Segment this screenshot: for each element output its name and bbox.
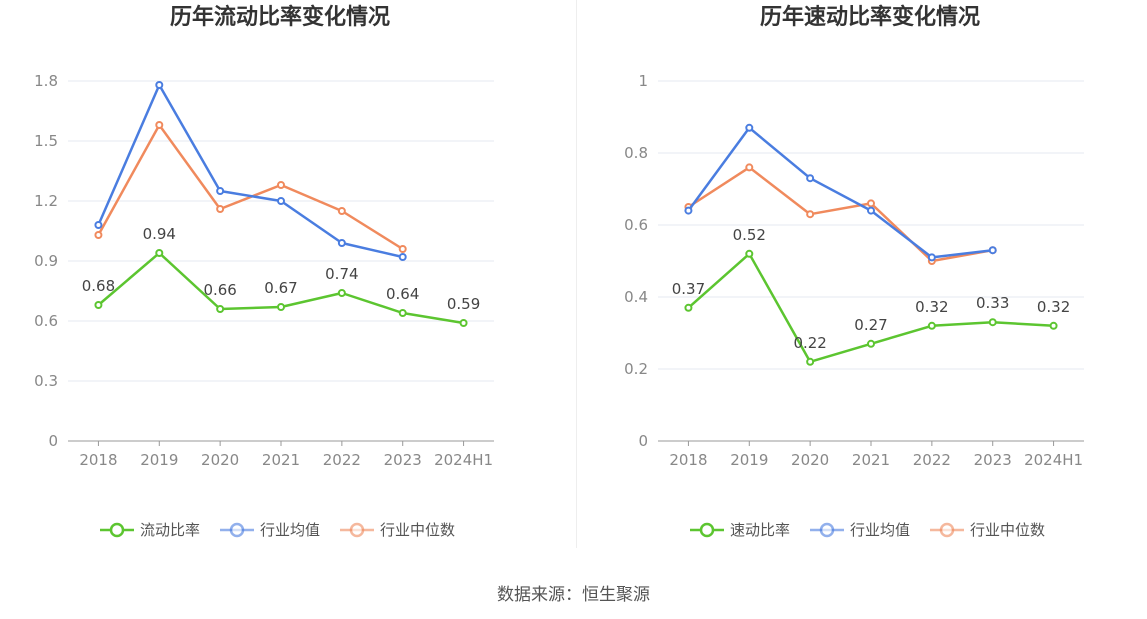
chart-1-ytick-label: 0.9 [34,252,58,270]
chart-2-series-2-point [867,206,875,215]
chart-1-series-2-point [337,239,346,247]
chart-2-data-label: 0.32 [1037,298,1070,316]
chart-1-series-1-point [155,249,164,257]
chart-1-series-2-point [94,221,103,229]
chart-2-series-2-point [927,253,936,262]
chart-1-series-1-point [277,303,285,311]
chart-2-series-1-point [1049,321,1058,330]
chart-2-xtick-label: 2022 [913,451,951,469]
chart-1-legend-marker-2 [229,522,245,538]
chart-1-data-label: 0.66 [203,281,236,299]
chart-1-ytick-label: 0.6 [34,312,58,330]
chart-2-series-1-point [927,321,936,330]
chart-2-series-1-point [745,249,754,258]
chart-1-data-label: 0.68 [82,277,115,295]
chart-2-title: 历年速动比率变化情况 [760,4,980,30]
chart-1-data-label: 0.74 [325,265,358,283]
chart-2-series-2-point [988,246,997,255]
chart-1-series-1-point [459,319,468,327]
chart-1-series-3-point [216,205,225,213]
chart-2-ytick-label: 0 [638,432,648,450]
chart-1-series-3-point [337,207,346,215]
chart-1-ytick-label: 1.8 [34,72,58,90]
chart-1-series-3-point [155,121,164,129]
chart-2-series-line-2 [687,126,993,259]
chart-1-series-2-point [277,197,285,205]
chart-2-ytick-label: 1 [638,72,648,90]
chart-1-data-label: 0.94 [143,225,176,243]
chart-2-series-2-point [684,206,693,215]
chart-1-legend-marker-1 [109,522,125,538]
chart-1-ytick-label: 1.2 [34,192,58,210]
chart-2-data-label: 0.32 [915,298,948,316]
chart-1-series-2-point [398,253,407,261]
chart-1-series-2-point [155,81,164,89]
chart-2-ytick-label: 0.6 [624,216,648,234]
chart-1-legend-label-3: 行业中位数 [380,521,455,539]
chart-1-data-label: 0.64 [386,285,419,303]
chart-1-series-3-point [398,245,407,253]
charts-canvas: 历年流动比率变化情况 0 0.3 0.6 0.9 1.2 1.5 1.8 2018 2019 202… [34,4,1084,539]
chart-2-series-1-point [806,357,815,366]
chart-2-data-label: 0.37 [672,280,705,298]
chart-1-series-1-point [337,289,346,297]
chart-2-ytick-label: 0.8 [624,144,648,162]
chart-1-xtick-label: 2019 [140,451,178,469]
chart-2-xtick-label: 2020 [791,451,829,469]
chart-2-series-line-3 [687,166,993,263]
chart-2-legend-label-3: 行业中位数 [970,521,1045,539]
chart-2-legend-marker-1 [699,522,715,538]
chart-1-xtick-label: 2018 [79,451,117,469]
chart-2-legend-label-2: 行业均值 [850,521,910,539]
chart-2-series-3-point [867,199,875,208]
data-source-note: 数据来源：恒生聚源 [497,585,650,605]
chart-2-series-1-point [867,339,875,348]
chart-2-series-3-point [745,163,754,172]
chart-2-legend-label-1: 速动比率 [730,521,790,539]
chart-1-series-3-point [277,181,285,189]
chart-1-xtick-label: 2023 [384,451,422,469]
chart-2-legend-marker-2 [819,522,835,538]
chart-2-ytick-label: 0.4 [624,288,648,306]
chart-2-xtick-label: 2024H1 [1024,451,1083,469]
chart-2-series-1-point [684,303,693,312]
chart-1-series-1-point [94,301,103,309]
chart-1-xtick-label: 2021 [262,451,300,469]
chart-2-series-2-point [806,174,815,183]
chart-1-ytick-label: 1.5 [34,132,58,150]
panel-divider [576,0,577,548]
chart-1-xtick-label: 2022 [323,451,361,469]
chart-1-title: 历年流动比率变化情况 [170,4,390,30]
chart-1-legend-marker-3 [349,522,365,538]
chart-2-xtick-label: 2018 [669,451,707,469]
chart-2-xtick-label: 2019 [730,451,768,469]
chart-1-series-line-2 [97,83,403,259]
chart-1-series-1-point [216,305,225,313]
chart-1-ytick-label: 0 [48,432,58,450]
chart-2-series-2-point [745,123,754,132]
chart-1-ytick-label: 0.3 [34,372,58,390]
chart-2-ytick-label: 0.2 [624,360,648,378]
chart-1-series-2-point [216,187,225,195]
chart-2-xtick-label: 2023 [974,451,1012,469]
chart-1-xtick-label: 2020 [201,451,239,469]
chart-2-xtick-label: 2021 [852,451,890,469]
chart-1-data-label: 0.67 [264,279,297,297]
chart-1-legend-label-2: 行业均值 [260,521,320,539]
chart-2-data-label: 0.52 [733,226,766,244]
chart-1-xtick-label: 2024H1 [434,451,493,469]
chart-2-series-3-point [806,210,815,219]
chart-2-data-label: 0.27 [854,316,887,334]
chart-1-series-3-point [94,231,103,239]
chart-2-data-label: 0.33 [976,294,1009,312]
chart-2-data-label: 0.22 [793,334,826,352]
chart-1-data-label: 0.59 [447,295,480,313]
chart-1-legend-label-1: 流动比率 [140,521,200,539]
chart-2-series-1-point [988,318,997,327]
chart-1-series-1-point [398,309,407,317]
chart-2-legend-marker-3 [939,522,955,538]
